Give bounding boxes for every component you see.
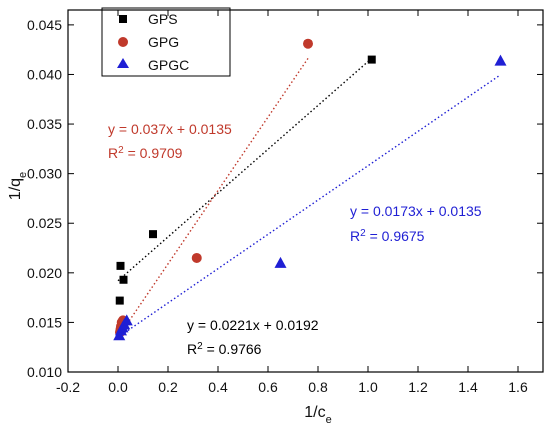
fit-line-gps (117, 57, 373, 282)
point-gpgc (274, 256, 287, 268)
r2-gpgc: R2 = 0.9675 (350, 228, 425, 245)
annotation-gps: y = 0.0221x + 0.0192 R2 = 0.9766 (187, 317, 319, 357)
x-tick-label: 0.4 (208, 379, 228, 395)
y-tick-label: 0.035 (27, 116, 62, 132)
point-gps (119, 275, 128, 284)
legend-label-gps: GPS (148, 11, 178, 27)
point-gpgc (494, 54, 507, 66)
x-tick-label: 1.2 (408, 379, 428, 395)
point-gpgc (120, 314, 133, 326)
y-tick-label: 0.020 (27, 265, 62, 281)
x-tick-label: 0.8 (308, 379, 328, 395)
legend-marker-gpg (118, 37, 128, 47)
fit-line-gpg (117, 58, 309, 338)
x-tick-label: 0.0 (108, 379, 128, 395)
legend: GPS GPG GPGC (101, 7, 231, 77)
point-gps (115, 296, 124, 305)
axes: -0.2 0.0 0.2 0.4 0.6 0.8 1.0 1.2 1.4 1.6 0.010 0.01… (27, 9, 544, 395)
y-tick-label: 0.025 (27, 215, 62, 231)
data-points (113, 38, 507, 341)
fit-line-gpgc (117, 74, 501, 338)
annotation-gpgc: y = 0.0173x + 0.0135 R2 = 0.9675 (350, 203, 482, 244)
point-gps (116, 261, 125, 270)
r2-gpg: R2 = 0.9709 (108, 145, 183, 162)
legend-marker-gps (119, 15, 127, 23)
legend-label-gpgc: GPGC (148, 57, 189, 73)
x-axis-title: 1/ce (304, 404, 331, 426)
equation-gpgc: y = 0.0173x + 0.0135 (350, 203, 482, 219)
x-tick-label: 1.4 (458, 379, 478, 395)
x-tick-label: 1.0 (358, 379, 378, 395)
x-tick-label: -0.2 (56, 379, 80, 395)
x-tick-label: 0.2 (158, 379, 178, 395)
fit-lines (117, 57, 501, 338)
point-gpg (303, 38, 313, 49)
point-gps (149, 230, 157, 239)
y-tick-label: 0.045 (27, 17, 62, 33)
annotation-gpg: y = 0.037x + 0.0135 R2 = 0.9709 (108, 121, 232, 161)
point-gpg (191, 252, 202, 263)
y-tick-label: 0.030 (27, 166, 62, 182)
y-axis-title: 1/qe (7, 172, 29, 200)
x-tick-label: 1.6 (508, 379, 528, 395)
plot-frame (67, 9, 544, 373)
x-tick-label: 0.6 (258, 379, 278, 395)
legend-label-gpg: GPG (148, 34, 179, 50)
y-tick-label: 0.010 (27, 364, 62, 380)
y-tick-label: 0.040 (27, 66, 62, 82)
legend-marker-gpgc (117, 58, 129, 68)
equation-gps: y = 0.0221x + 0.0192 (187, 317, 319, 333)
equation-gpg: y = 0.037x + 0.0135 (108, 121, 232, 137)
r2-gps: R2 = 0.9766 (187, 341, 262, 358)
y-tick-label: 0.015 (27, 314, 62, 330)
point-gps (367, 55, 376, 64)
